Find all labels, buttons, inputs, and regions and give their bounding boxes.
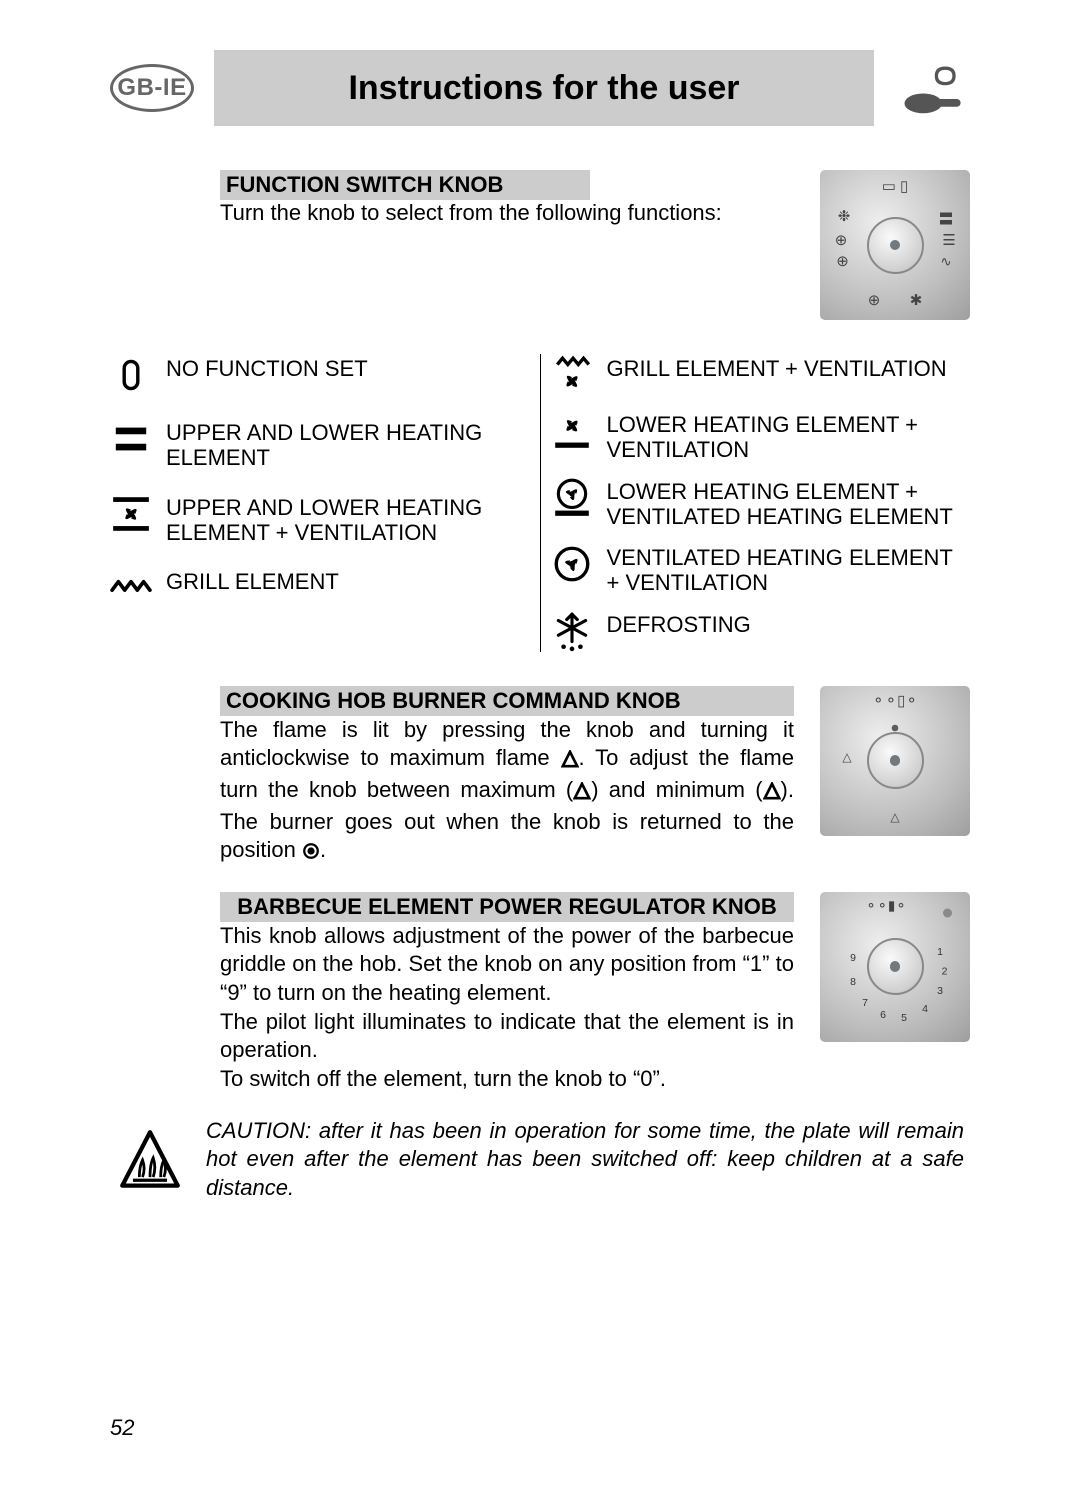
svg-text:✱: ✱: [910, 292, 923, 309]
function-label: GRILL ELEMENT: [166, 567, 530, 594]
svg-text:4: 4: [922, 1003, 928, 1015]
hot-surface-caution-text: CAUTION: after it has been in operation …: [206, 1117, 964, 1201]
flame-min-triangle-icon: [763, 779, 781, 808]
hot-surface-caution: CAUTION: after it has been in operation …: [110, 1113, 970, 1205]
function-switch-section: FUNCTION SWITCH KNOB Turn the knob to se…: [110, 170, 970, 652]
functions-right-column: GRILL ELEMENT + VENTILATION LOWER HEATIN…: [540, 354, 971, 652]
function-label: GRILL ELEMENT + VENTILATION: [607, 354, 971, 381]
svg-text:7: 7: [862, 997, 868, 1009]
bbq-regulator-p3: To switch off the element, turn the knob…: [220, 1065, 794, 1094]
svg-text:△: △: [890, 810, 900, 824]
svg-text:1: 1: [937, 946, 943, 958]
no-function-icon: [110, 354, 152, 396]
language-badge: GB-IE: [110, 64, 194, 112]
svg-text:2: 2: [942, 965, 948, 977]
oven-function-knob-diagram: ▭ ▯ 〓 ☰ ∿ ✱ ⊕ ⊕ ⊕ ❉: [820, 170, 970, 320]
grill-icon: [110, 567, 152, 609]
upper-lower-heat-icon: [110, 418, 152, 460]
bbq-power-knob-diagram: ⚬⚬▮⚬ 1 2 3 4 5 6 78 9: [820, 892, 970, 1042]
off-dot-icon: [302, 839, 320, 868]
function-switch-subtitle: Turn the knob to select from the followi…: [220, 200, 794, 226]
spoon-with-steam-icon: [894, 50, 970, 126]
svg-text:⊕: ⊕: [836, 253, 849, 270]
gas-burner-knob-diagram: ⚬⚬▯⚬ △ △: [820, 686, 970, 836]
function-label: UPPER AND LOWER HEATING ELEMENT: [166, 418, 530, 471]
grill-fan-icon: [551, 354, 593, 396]
page-title-bar: Instructions for the user: [214, 50, 874, 126]
svg-text:☰: ☰: [942, 232, 955, 249]
function-label: VENTILATED HEATING ELEMENT + VENTILATION: [607, 543, 971, 596]
vent-heat-fan-icon: [551, 543, 593, 585]
flame-max-triangle-icon: [561, 747, 579, 776]
hob-burner-title: COOKING HOB BURNER COMMAND KNOB: [220, 686, 794, 716]
svg-text:∿: ∿: [940, 254, 951, 269]
hob-burner-section: COOKING HOB BURNER COMMAND KNOB The flam…: [110, 686, 970, 868]
bbq-regulator-p2: The pilot light illuminates to indicate …: [220, 1008, 794, 1065]
svg-text:9: 9: [850, 952, 856, 964]
upper-lower-fan-icon: [110, 493, 152, 535]
function-label: NO FUNCTION SET: [166, 354, 530, 381]
defrost-icon: [551, 610, 593, 652]
hob-burner-text: The flame is lit by pressing the knob an…: [220, 716, 794, 868]
svg-text:3: 3: [937, 985, 943, 997]
functions-left-column: NO FUNCTION SET UPPER AND LOWER HEATING …: [110, 354, 530, 652]
manual-page: GB-IE Instructions for the user FUNCTION…: [0, 0, 1080, 1511]
bbq-regulator-section: BARBECUE ELEMENT POWER REGULATOR KNOB Th…: [110, 892, 970, 1094]
lower-heat-fan-icon: [551, 410, 593, 452]
svg-text:▭ ▯: ▭ ▯: [882, 178, 909, 195]
function-label: LOWER HEATING ELEMENT + VENTILATION: [607, 410, 971, 463]
svg-text:⊕: ⊕: [835, 232, 848, 249]
function-label: LOWER HEATING ELEMENT + VENTILATED HEATI…: [607, 477, 971, 530]
function-label: UPPER AND LOWER HEATING ELEMENT + VENTIL…: [166, 493, 530, 546]
page-header: GB-IE Instructions for the user: [110, 50, 970, 126]
bbq-regulator-p1: This knob allows adjustment of the power…: [220, 922, 794, 1008]
svg-text:⊕: ⊕: [868, 292, 881, 309]
svg-text:〓: 〓: [938, 211, 953, 228]
svg-text:8: 8: [850, 976, 856, 988]
page-number: 52: [110, 1415, 134, 1441]
lower-vent-heat-icon: [551, 477, 593, 519]
svg-text:⚬⚬▮⚬: ⚬⚬▮⚬: [865, 898, 906, 913]
function-label: DEFROSTING: [607, 610, 971, 637]
svg-text:5: 5: [901, 1012, 907, 1024]
svg-text:⚬⚬▯⚬: ⚬⚬▯⚬: [872, 692, 918, 709]
bbq-regulator-title: BARBECUE ELEMENT POWER REGULATOR KNOB: [220, 892, 794, 922]
svg-text:△: △: [842, 750, 852, 764]
hot-surface-warning-icon: [116, 1126, 184, 1194]
flame-max-triangle-icon: [573, 779, 591, 808]
svg-text:6: 6: [880, 1009, 886, 1021]
function-switch-title: FUNCTION SWITCH KNOB: [220, 170, 590, 200]
svg-text:❉: ❉: [838, 208, 851, 225]
